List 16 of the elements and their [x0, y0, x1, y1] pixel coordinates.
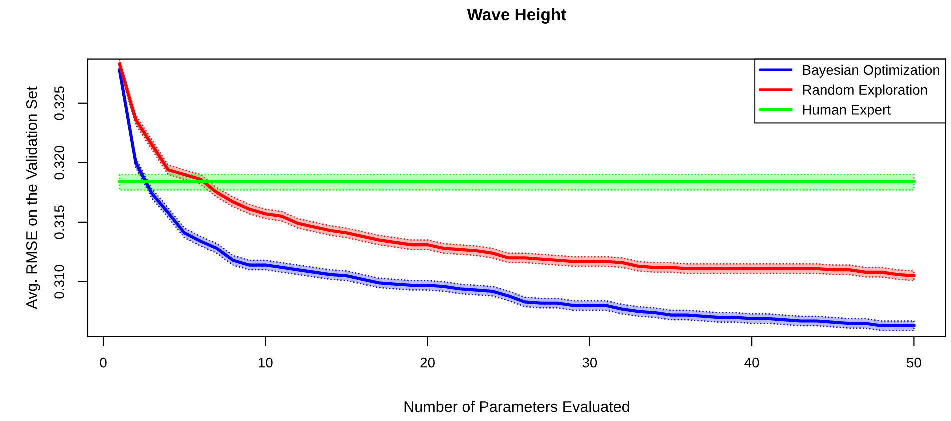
x-tick-label: 10 — [259, 358, 273, 368]
x-axis-title: Number of Parameters Evaluated — [404, 401, 630, 412]
x-tick-label: 20 — [420, 358, 435, 368]
y-tick-label: 0.315 — [54, 206, 64, 240]
x-tick-label: 50 — [907, 358, 922, 368]
y-tick-label: 0.310 — [54, 265, 64, 299]
x-tick-label: 0 — [100, 358, 107, 368]
y-tick-label: 0.325 — [54, 86, 64, 120]
y-tick-label: 0.320 — [54, 146, 64, 180]
x-tick-label: 30 — [582, 358, 598, 368]
legend-label: Human Expert — [803, 105, 891, 118]
chart-title: Wave Height — [467, 8, 566, 24]
x-tick-label: 40 — [744, 358, 760, 368]
legend-label: Bayesian Optimization — [803, 64, 940, 78]
legend-label: Random Exploration — [803, 84, 928, 98]
y-axis-title: Avg. RMSE on the Validation Set — [26, 86, 40, 310]
